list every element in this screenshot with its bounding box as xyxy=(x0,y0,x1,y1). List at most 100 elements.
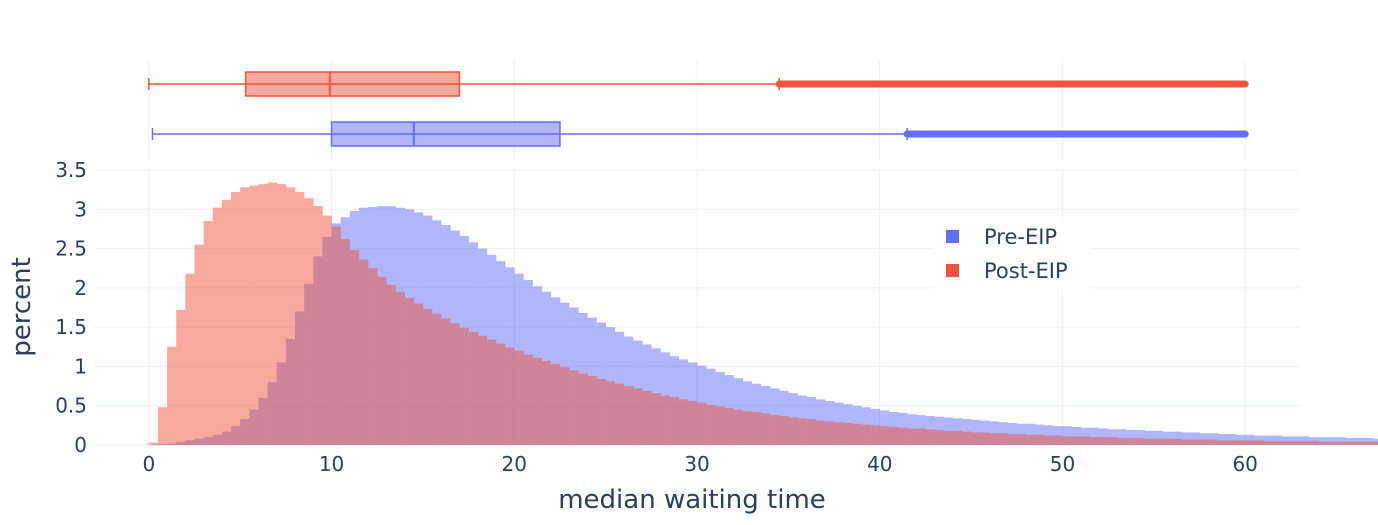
histogram-bar xyxy=(1089,437,1100,445)
histogram-bar xyxy=(1153,438,1164,445)
histogram-bar xyxy=(1309,437,1319,445)
histogram-bar xyxy=(331,226,341,445)
histogram-bar xyxy=(1089,427,1100,445)
x-tick-label: 0 xyxy=(142,452,155,476)
histogram-bar xyxy=(1135,437,1145,445)
histogram-bar xyxy=(779,415,789,445)
histogram-bar xyxy=(340,239,351,445)
histogram-bar xyxy=(404,298,415,445)
histogram-bar xyxy=(1035,434,1045,445)
histogram-bar xyxy=(587,375,597,445)
histogram-bar xyxy=(432,313,442,445)
histogram-bar xyxy=(642,390,652,445)
histogram-bar xyxy=(285,187,296,446)
x-tick-label: 10 xyxy=(319,452,344,476)
histogram-bar xyxy=(1071,426,1082,445)
histogram-bar xyxy=(1199,439,1209,445)
histogram-bar xyxy=(1272,441,1283,445)
histogram-bar xyxy=(852,423,862,445)
histogram-bar xyxy=(486,339,497,445)
histogram-bar xyxy=(1062,426,1072,445)
histogram-bar xyxy=(258,184,268,445)
histogram-bar xyxy=(194,244,204,445)
histogram-bar xyxy=(1071,436,1082,445)
histogram-bar xyxy=(221,199,232,445)
histogram-bar xyxy=(1080,436,1091,445)
boxplot-post-eip xyxy=(148,71,1249,97)
histogram-bar xyxy=(276,184,287,445)
histogram-bar xyxy=(834,422,844,445)
x-axis-title: median waiting time xyxy=(558,485,826,515)
histogram-bar xyxy=(596,379,606,445)
histogram-bar xyxy=(578,373,588,445)
x-tick-label: 30 xyxy=(684,452,709,476)
x-tick-label: 60 xyxy=(1232,452,1257,476)
histogram-bar xyxy=(304,198,314,445)
histogram-bar xyxy=(468,331,479,445)
histogram-bar xyxy=(742,411,753,445)
histogram-bar xyxy=(1208,439,1219,445)
histogram-bar xyxy=(733,409,743,445)
histogram-bar xyxy=(176,309,186,445)
histogram-bar xyxy=(669,397,680,445)
histogram-bar xyxy=(1099,428,1109,445)
histogram-bar xyxy=(157,407,168,445)
boxplot-pre-eip xyxy=(151,121,1249,147)
histogram-bar xyxy=(989,433,999,445)
histogram-bar xyxy=(212,207,223,445)
histogram-bar xyxy=(934,430,944,445)
histogram-bar xyxy=(1117,429,1127,445)
histogram-bar xyxy=(925,429,935,445)
legend: Pre-EIP Post-EIP xyxy=(932,218,1092,290)
histogram-bar xyxy=(1053,435,1063,445)
histogram-bar xyxy=(1318,441,1328,445)
histogram-bar xyxy=(715,406,725,445)
histogram-bar xyxy=(1053,426,1063,445)
histogram-bar xyxy=(523,354,533,445)
histogram-bar xyxy=(952,430,963,445)
histogram-bar xyxy=(532,357,542,445)
histogram-bar xyxy=(358,259,369,445)
y-tick-label: 3 xyxy=(74,197,87,221)
histogram-bar xyxy=(815,420,826,445)
histogram-bar xyxy=(441,318,451,445)
histogram-bar xyxy=(1281,441,1292,445)
boxplot-layer xyxy=(148,71,1249,147)
histogram-bar xyxy=(797,418,807,445)
histogram-bar xyxy=(1153,430,1164,445)
histogram-bar xyxy=(249,185,259,445)
histogram-bar xyxy=(569,370,579,445)
x-tick-label: 40 xyxy=(867,452,892,476)
histogram-bar xyxy=(231,192,241,445)
histogram-bar xyxy=(971,432,981,445)
histogram-bar xyxy=(1327,437,1337,445)
histogram-bar xyxy=(1117,437,1127,445)
histogram-bar xyxy=(1025,423,1036,445)
histogram-bar xyxy=(413,303,424,445)
histogram-bar xyxy=(368,268,378,445)
histogram-bar xyxy=(1108,437,1118,445)
y-tick-label: 0.5 xyxy=(55,394,87,418)
histogram-bar xyxy=(1263,441,1273,445)
histogram-bar xyxy=(1208,433,1219,445)
histogram-bar xyxy=(1354,441,1365,445)
histogram-bar xyxy=(1363,441,1374,445)
histogram-bar xyxy=(998,433,1008,445)
histogram-bar xyxy=(1217,434,1228,445)
histogram-bar xyxy=(295,192,305,445)
histogram-bar xyxy=(1245,434,1255,445)
histogram-bar xyxy=(1363,437,1374,445)
box-iqr xyxy=(330,121,561,147)
box-iqr xyxy=(244,71,461,97)
histogram-bar xyxy=(1327,441,1337,445)
histogram-bar xyxy=(1190,439,1200,445)
histogram-bar xyxy=(167,346,177,445)
histogram-bar xyxy=(1099,437,1109,445)
histogram-bar xyxy=(806,419,817,445)
y-axis-title: percent xyxy=(7,257,37,357)
legend-swatch-pre-eip xyxy=(946,230,959,243)
histogram-bar xyxy=(1025,434,1036,445)
histogram-bar xyxy=(1281,436,1292,445)
histogram-bar xyxy=(1190,432,1200,445)
histogram-bar xyxy=(651,393,661,445)
